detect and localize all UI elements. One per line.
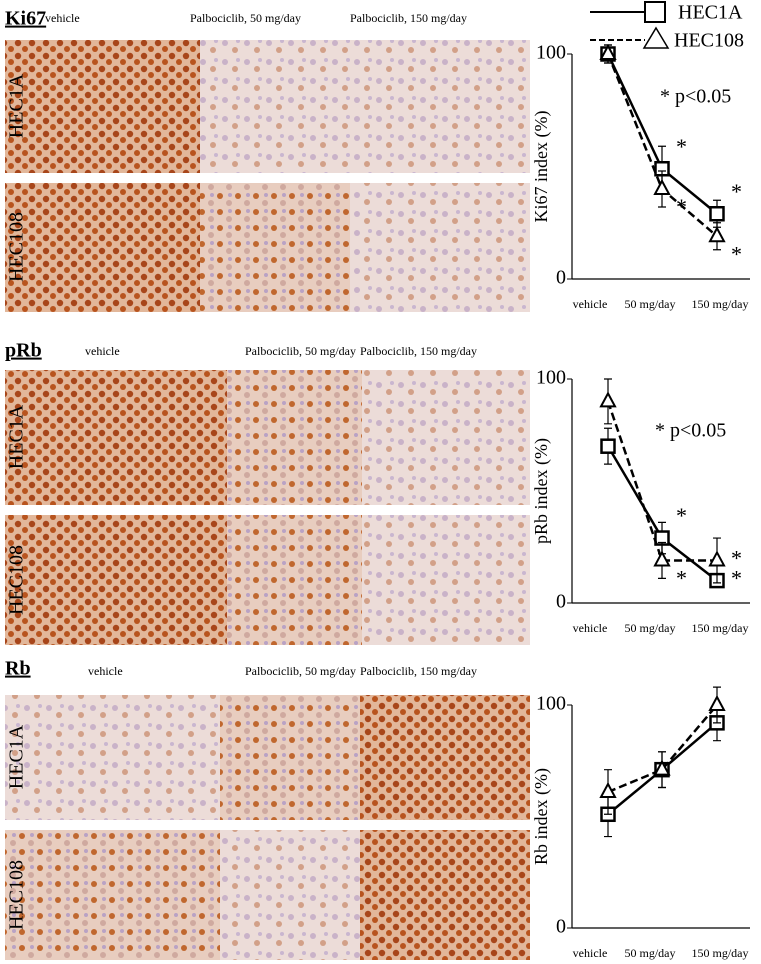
marker-square bbox=[600, 438, 616, 454]
panel-label: Ki67 bbox=[5, 8, 46, 30]
series-line bbox=[606, 400, 717, 562]
annotation: * p<0.05 bbox=[655, 420, 726, 442]
micrograph bbox=[362, 515, 530, 645]
significance-mark: * bbox=[676, 565, 687, 590]
x-tick-label: vehicle bbox=[573, 946, 608, 960]
micrograph bbox=[227, 370, 362, 505]
micrograph bbox=[362, 370, 530, 505]
marker-triangle bbox=[708, 694, 726, 711]
column-header: Palbociclib, 150 mg/day bbox=[360, 664, 477, 678]
x-tick-label: 150 mg/day bbox=[692, 621, 749, 635]
column-header: Palbociclib, 50 mg/day bbox=[190, 11, 301, 25]
x-tick-label: 150 mg/day bbox=[692, 946, 749, 960]
legend-marker bbox=[642, 26, 670, 49]
micrograph bbox=[5, 515, 227, 645]
column-header: Palbociclib, 150 mg/day bbox=[360, 344, 477, 358]
series-line bbox=[606, 53, 718, 238]
micrograph bbox=[227, 515, 362, 645]
y-tick-label: 100 bbox=[536, 42, 566, 64]
significance-mark: * bbox=[731, 565, 742, 590]
row-label: HEC1A bbox=[6, 73, 28, 138]
annotation: * p<0.05 bbox=[660, 86, 731, 108]
marker-triangle bbox=[708, 226, 726, 243]
micrograph bbox=[220, 830, 360, 960]
y-tick-label: 100 bbox=[536, 367, 566, 389]
micrograph bbox=[200, 183, 350, 312]
micrograph bbox=[350, 183, 530, 312]
row-label: HEC108 bbox=[6, 545, 28, 615]
significance-mark: * bbox=[731, 546, 742, 571]
x-tick-label: 50 mg/day bbox=[625, 946, 676, 960]
x-tick-label: vehicle bbox=[573, 297, 608, 311]
micrograph bbox=[220, 695, 360, 820]
y-tick-label: 100 bbox=[536, 693, 566, 715]
y-tick-label: 0 bbox=[556, 591, 566, 613]
column-header: Palbociclib, 150 mg/day bbox=[350, 11, 467, 25]
micrograph bbox=[5, 183, 200, 312]
micrograph bbox=[5, 40, 200, 173]
marker-square bbox=[709, 206, 725, 222]
x-tick-label: 50 mg/day bbox=[625, 297, 676, 311]
row-label: HEC108 bbox=[6, 860, 28, 930]
column-header: vehicle bbox=[45, 11, 80, 25]
column-header: vehicle bbox=[88, 664, 123, 678]
marker-triangle bbox=[708, 550, 726, 567]
y-axis-label: Ki67 index (%) bbox=[531, 111, 552, 223]
x-tick-label: 150 mg/day bbox=[692, 297, 749, 311]
row-label: HEC108 bbox=[6, 212, 28, 282]
micrograph bbox=[5, 695, 220, 820]
marker-triangle bbox=[653, 759, 671, 776]
significance-mark: * bbox=[676, 134, 687, 159]
marker-triangle bbox=[599, 43, 617, 60]
column-header: Palbociclib, 50 mg/day bbox=[245, 344, 356, 358]
panel-label: pRb bbox=[5, 340, 42, 362]
legend-label: HEC108 bbox=[674, 30, 744, 52]
legend-label: HEC1A bbox=[678, 2, 743, 24]
panel-label: Rb bbox=[5, 658, 31, 680]
column-header: vehicle bbox=[85, 344, 120, 358]
legend-marker bbox=[644, 1, 666, 23]
x-tick-label: vehicle bbox=[573, 621, 608, 635]
marker-triangle bbox=[599, 781, 617, 798]
significance-mark: * bbox=[676, 194, 687, 219]
y-axis-label: pRb index (%) bbox=[531, 438, 552, 544]
micrograph bbox=[5, 830, 220, 960]
y-axis-label: Rb index (%) bbox=[531, 768, 552, 865]
significance-mark: * bbox=[676, 503, 687, 528]
x-tick-label: 50 mg/day bbox=[625, 621, 676, 635]
micrograph bbox=[350, 40, 530, 173]
micrograph bbox=[360, 695, 530, 820]
marker-triangle bbox=[599, 391, 617, 408]
series-line bbox=[607, 704, 718, 794]
micrograph bbox=[5, 370, 227, 505]
micrograph bbox=[360, 830, 530, 960]
y-tick-label: 0 bbox=[556, 267, 566, 289]
significance-mark: * bbox=[731, 179, 742, 204]
column-header: Palbociclib, 50 mg/day bbox=[245, 664, 356, 678]
row-label: HEC1A bbox=[6, 724, 28, 789]
y-tick-label: 0 bbox=[556, 916, 566, 938]
micrographs bbox=[5, 40, 530, 960]
significance-mark: * bbox=[731, 241, 742, 266]
marker-triangle bbox=[653, 178, 671, 195]
row-label: HEC1A bbox=[6, 404, 28, 469]
marker-triangle bbox=[653, 550, 671, 567]
micrograph bbox=[200, 40, 350, 173]
